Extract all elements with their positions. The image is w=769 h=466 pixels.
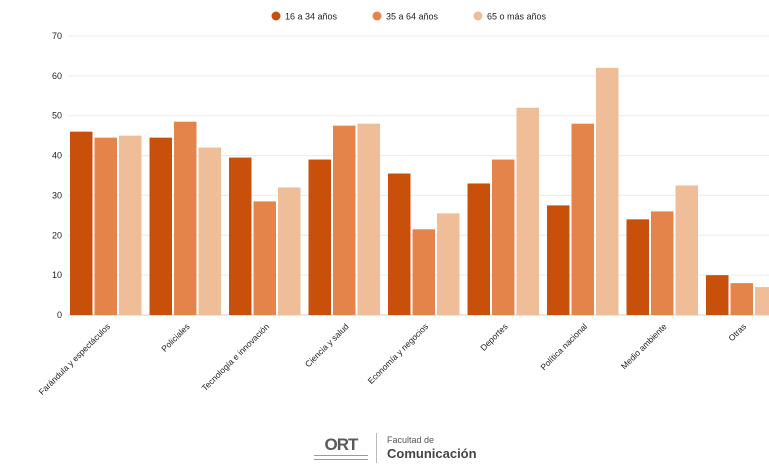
bar-2-7 xyxy=(571,123,594,315)
ort-logo-text: ORT xyxy=(324,435,359,454)
legend-label-2: 35 a 64 años xyxy=(386,12,439,22)
bar-1-2 xyxy=(149,137,172,315)
y-tick-label: 10 xyxy=(52,270,62,280)
bar-1-1 xyxy=(70,131,93,315)
bar-2-8 xyxy=(651,211,674,315)
faculty-line2: Comunicación xyxy=(387,446,477,461)
bar-3-1 xyxy=(119,135,142,315)
category-label: Farándula y espectáculos xyxy=(37,321,113,397)
bar-2-9 xyxy=(730,283,753,315)
legend-label-1: 16 a 34 años xyxy=(285,12,338,22)
y-axis: 0 10 20 30 40 50 60 70 xyxy=(52,31,62,320)
y-tick-label: 70 xyxy=(52,31,62,41)
bar-2-1 xyxy=(94,137,117,315)
category-label: Tecnología e innovación xyxy=(200,321,272,393)
bar-1-5 xyxy=(388,173,411,315)
y-tick-label: 40 xyxy=(52,151,62,161)
bar-3-5 xyxy=(437,213,460,315)
bar-1-9 xyxy=(706,275,729,315)
bar-1-7 xyxy=(547,205,570,315)
bar-3-4 xyxy=(357,123,380,315)
category-label: Deportes xyxy=(478,321,509,352)
y-tick-label: 30 xyxy=(52,190,62,200)
y-tick-label: 50 xyxy=(52,111,62,121)
category-label: Otras xyxy=(726,321,748,343)
legend: 16 a 34 años 35 a 64 años 65 o más años xyxy=(271,11,547,22)
footer-divider xyxy=(376,433,377,463)
category-label: Economía y negocios xyxy=(366,321,431,386)
legend-swatch-3 xyxy=(473,11,483,21)
category-label: Política nacional xyxy=(538,321,589,372)
y-tick-label: 0 xyxy=(57,310,62,320)
category-label: Policiales xyxy=(159,321,191,353)
bar-1-8 xyxy=(626,219,649,315)
bar-3-9 xyxy=(755,287,769,315)
ort-logo-underline xyxy=(314,455,368,460)
bar-chart: 16 a 34 años 35 a 64 años 65 o más años 0 1… xyxy=(37,11,769,397)
y-tick-label: 60 xyxy=(52,71,62,81)
bar-3-2 xyxy=(198,147,221,315)
bar-1-4 xyxy=(308,159,331,315)
bar-1-3 xyxy=(229,157,252,315)
bar-2-3 xyxy=(253,201,276,315)
bar-3-6 xyxy=(516,107,539,315)
bar-3-3 xyxy=(278,187,301,315)
bar-2-2 xyxy=(174,121,197,315)
legend-label-3: 65 o más años xyxy=(487,12,547,22)
bar-2-4 xyxy=(333,125,356,315)
ort-logo: ORT xyxy=(312,436,370,460)
category-label: Medio ambiente xyxy=(619,321,669,371)
x-axis: Farándula y espectáculos Policiales Tecnol… xyxy=(37,321,749,397)
faculty-line1: Facultad de xyxy=(387,435,435,445)
bar-2-5 xyxy=(412,229,435,315)
bar-2-6 xyxy=(492,159,515,315)
category-label: Ciencia y salud xyxy=(303,321,351,369)
bar-1-6 xyxy=(467,183,490,315)
faculty-name: Facultad de Comunicación xyxy=(387,435,477,461)
bar-3-8 xyxy=(675,185,698,315)
legend-swatch-2 xyxy=(372,11,382,21)
legend-swatch-1 xyxy=(271,11,281,21)
footer-branding: ORT Facultad de Comunicación xyxy=(312,430,477,466)
y-tick-label: 20 xyxy=(52,230,62,240)
bars xyxy=(70,67,769,315)
bar-3-7 xyxy=(596,67,619,315)
